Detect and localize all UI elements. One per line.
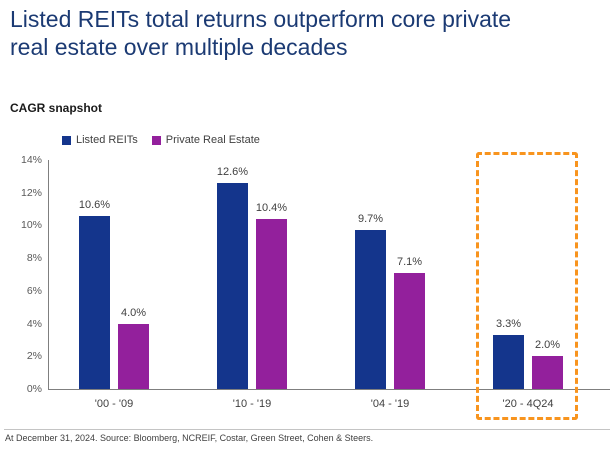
chart-subtitle: CAGR snapshot bbox=[10, 101, 103, 115]
y-axis-line bbox=[48, 160, 49, 389]
bar-private-real-estate bbox=[118, 323, 149, 389]
bar-value-label: 4.0% bbox=[120, 306, 147, 319]
page-title: Listed REITs total returns outperform co… bbox=[10, 5, 511, 61]
page-title-line2: real estate over multiple decades bbox=[10, 34, 348, 60]
legend-swatch-private-real-estate bbox=[151, 135, 161, 145]
legend-label-private-real-estate: Private Real Estate bbox=[165, 134, 260, 146]
source-footnote: At December 31, 2024. Source: Bloomberg,… bbox=[5, 433, 374, 443]
bar-listed-reits bbox=[493, 335, 524, 389]
y-axis-tick: 14% bbox=[20, 154, 42, 166]
x-axis-label: '00 - '09 bbox=[94, 398, 134, 410]
bar-value-label: 3.3% bbox=[495, 318, 522, 331]
legend-swatch-listed-reits bbox=[62, 135, 71, 145]
legend-item-private-real-estate: Private Real Estate bbox=[151, 134, 260, 146]
y-axis-tick: 6% bbox=[26, 284, 42, 297]
y-axis-tick: 4% bbox=[26, 317, 42, 330]
y-axis-tick: 8% bbox=[26, 252, 42, 265]
x-axis-line bbox=[48, 389, 610, 390]
bar-listed-reits bbox=[355, 230, 386, 389]
bar-value-label: 9.7% bbox=[357, 213, 384, 226]
bar-private-real-estate bbox=[532, 356, 563, 389]
x-axis-label: '10 - '19 bbox=[232, 398, 272, 410]
bar-value-label: 12.6% bbox=[216, 165, 249, 178]
bar-value-label: 10.4% bbox=[255, 201, 288, 214]
bar-private-real-estate bbox=[256, 218, 287, 389]
x-axis-label: '04 - '19 bbox=[370, 398, 410, 410]
y-axis-tick: 12% bbox=[20, 186, 42, 199]
bar-listed-reits bbox=[79, 215, 110, 389]
y-axis-tick: 2% bbox=[26, 350, 42, 363]
legend-item-listed-reits: Listed REITs bbox=[62, 134, 138, 146]
bar-value-label: 10.6% bbox=[78, 198, 111, 211]
bar-value-label: 2.0% bbox=[534, 339, 561, 352]
bar-private-real-estate bbox=[394, 272, 425, 389]
footer-divider bbox=[4, 429, 610, 430]
chart-legend: Listed REITs Private Real Estate bbox=[62, 134, 260, 146]
page-title-line1: Listed REITs total returns outperform co… bbox=[10, 6, 512, 32]
bar-listed-reits bbox=[217, 182, 248, 389]
bar-value-label: 7.1% bbox=[396, 255, 423, 268]
y-axis-tick: 0% bbox=[26, 383, 42, 395]
highlight-dashed-box bbox=[476, 152, 578, 420]
x-axis-label: '20 - 4Q24 bbox=[502, 398, 554, 410]
legend-label-listed-reits: Listed REITs bbox=[76, 134, 138, 146]
y-axis-tick: 10% bbox=[20, 219, 42, 232]
